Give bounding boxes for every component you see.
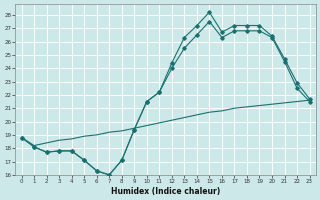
X-axis label: Humidex (Indice chaleur): Humidex (Indice chaleur) bbox=[111, 187, 220, 196]
